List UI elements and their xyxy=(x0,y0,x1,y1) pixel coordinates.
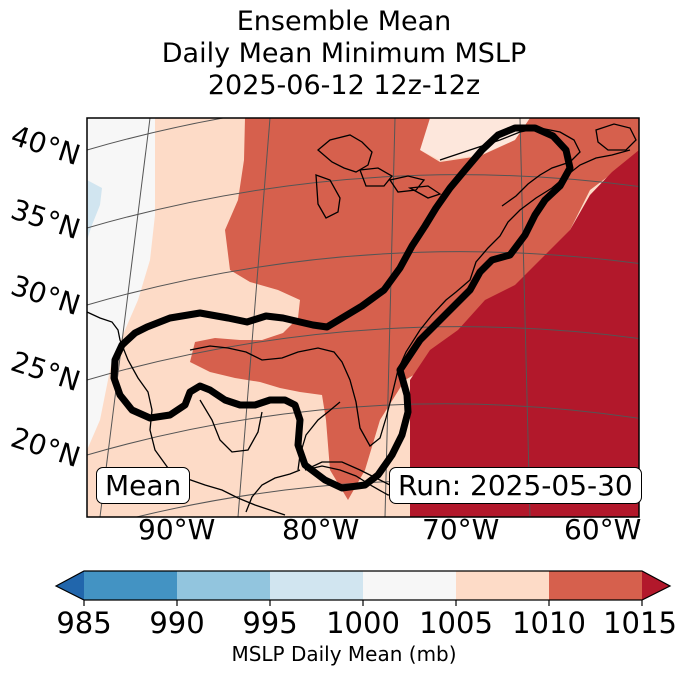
map-frame xyxy=(86,117,640,518)
title-line-2: Daily Mean Minimum MSLP xyxy=(161,38,527,69)
colorbar-bin-1010-1015 xyxy=(549,571,642,600)
mslp-1000-1005-north-patch xyxy=(420,118,530,160)
meridian-60w xyxy=(519,118,531,517)
colorbar-extend-low xyxy=(56,571,84,600)
coastline-newfoundland xyxy=(595,123,637,151)
colorbar-tick-1000: 1000 xyxy=(326,606,400,640)
lon-label-60w: 60°W xyxy=(564,513,642,546)
mslp-1010-1015-region xyxy=(190,118,639,500)
colorbar-bin-990-995 xyxy=(177,571,270,600)
colorbar-bin-995-1000 xyxy=(270,571,363,600)
colorbar-label: MSLP Daily Mean (mb) xyxy=(231,642,457,666)
parallel-25n xyxy=(87,326,639,381)
mslp-1000-1005-region xyxy=(87,118,155,450)
title-line-3: 2025-06-12 12z-12z xyxy=(207,70,481,101)
parallel-20n xyxy=(87,403,639,456)
colorbar-bin-985-990 xyxy=(84,571,177,600)
colorbar-bin-1005-1010 xyxy=(456,571,549,600)
meridian-90w xyxy=(99,118,151,517)
mslp-995-1000-region xyxy=(87,180,102,240)
colorbar-tick-1005: 1005 xyxy=(419,606,493,640)
mslp-field xyxy=(87,118,639,517)
colorbar-extend-high xyxy=(642,571,670,600)
coastline-great-lakes xyxy=(315,134,442,219)
lon-label-90w: 90°W xyxy=(138,513,216,546)
title-line-1: Ensemble Mean xyxy=(236,6,452,37)
colorbar-ticks xyxy=(83,600,643,606)
colorbar-tick-995: 995 xyxy=(242,606,298,640)
panel-label-mean: Mean xyxy=(96,467,191,504)
colorbar-bin-1000-1005 xyxy=(363,571,456,600)
lon-label-70w: 70°W xyxy=(422,513,500,546)
coastline-gulf-atlantic xyxy=(87,149,631,516)
colorbar-tick-985: 985 xyxy=(56,606,112,640)
mslp-above-1015-region xyxy=(410,150,639,517)
colorbar-tick-1010: 1010 xyxy=(512,606,586,640)
lon-label-80w: 80°W xyxy=(282,513,360,546)
colorbar-tick-990: 990 xyxy=(149,606,205,640)
run-date-label: Run: 2025-05-30 xyxy=(389,467,642,504)
colorbar xyxy=(54,570,672,606)
mslp-outline-contour xyxy=(110,124,574,492)
parallel-30n xyxy=(87,251,639,306)
colorbar-tick-1015: 1015 xyxy=(603,606,677,640)
coastline-northeast xyxy=(439,127,581,207)
coastline-yucatan xyxy=(199,399,263,453)
parallel-35n xyxy=(87,174,639,229)
parallel-40n xyxy=(87,118,226,151)
